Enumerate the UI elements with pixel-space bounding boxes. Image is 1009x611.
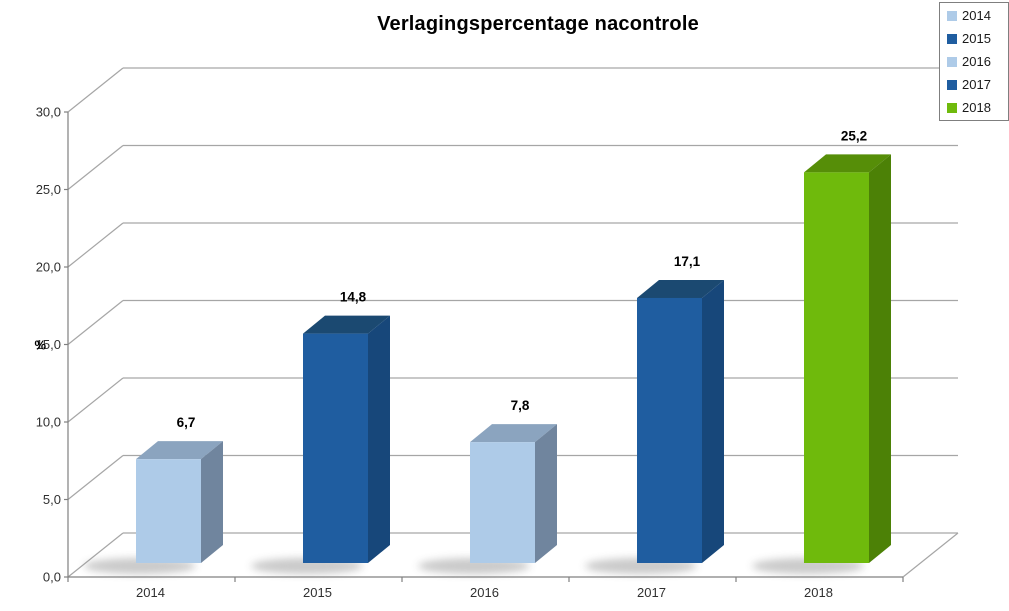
bar-value-label: 14,8 xyxy=(340,290,367,305)
y-tick-label: 0,0 xyxy=(43,570,61,585)
y-tick-label: 5,0 xyxy=(43,492,61,507)
bar-top-face xyxy=(136,441,223,460)
legend-item-2017: 2017 xyxy=(947,78,1003,91)
y-tick-label: 30,0 xyxy=(36,105,61,120)
bar-value-label: 7,8 xyxy=(511,398,530,413)
x-tick-label: 2018 xyxy=(804,585,833,600)
x-tick-label: 2016 xyxy=(470,585,499,600)
bar-front-face xyxy=(637,297,702,563)
legend-item-2018: 2018 xyxy=(947,101,1003,114)
bar-2014 xyxy=(136,441,223,563)
y-tick-label: 10,0 xyxy=(36,415,61,430)
bar-value-label: 17,1 xyxy=(674,254,701,269)
legend-swatch-icon xyxy=(947,102,957,113)
legend-item-2015: 2015 xyxy=(947,32,1003,45)
bar-front-face xyxy=(136,459,201,563)
legend-swatch-icon xyxy=(947,56,957,67)
legend-swatch-icon xyxy=(947,10,957,21)
gridline-depth-segment xyxy=(67,145,124,190)
legend-label: 2017 xyxy=(962,77,991,92)
legend-item-2016: 2016 xyxy=(947,55,1003,68)
legend-swatch-icon xyxy=(947,33,957,44)
legend-label: 2014 xyxy=(962,8,991,23)
gridline-depth-segment xyxy=(67,377,124,423)
bar-top-face xyxy=(637,279,724,298)
bar-value-label: 25,2 xyxy=(841,128,867,143)
bar-top-face xyxy=(303,315,390,334)
gridline-depth-segment xyxy=(67,67,124,113)
bar-2018 xyxy=(804,154,891,563)
y-tick-label: 25,0 xyxy=(36,182,61,197)
bar-front-face xyxy=(470,442,535,563)
legend-label: 2018 xyxy=(962,100,991,115)
bar-front-face xyxy=(303,333,368,563)
bar-2017 xyxy=(637,279,724,563)
bar-top-face xyxy=(470,424,557,443)
bar-side-face xyxy=(368,315,390,563)
floor-right-edge xyxy=(902,532,959,578)
bar-top-face xyxy=(804,154,891,173)
gridline-depth-segment xyxy=(67,532,124,578)
bar-value-label: 6,7 xyxy=(177,415,196,430)
x-tick-label: 2017 xyxy=(637,585,666,600)
bar-2015 xyxy=(303,315,390,563)
x-tick-label: 2014 xyxy=(136,585,165,600)
bar-side-face xyxy=(201,441,223,563)
chart-legend: 2014 2015 2016 2017 2018 xyxy=(939,2,1009,121)
gridline-depth-segment xyxy=(67,222,124,268)
legend-label: 2015 xyxy=(962,31,991,46)
gridline-depth-segment xyxy=(67,300,124,345)
bar-front-face xyxy=(804,172,869,563)
x-tick-label: 2015 xyxy=(303,585,332,600)
y-tick-label: 20,0 xyxy=(36,260,61,275)
bar-2016 xyxy=(470,424,557,563)
bar-side-face xyxy=(535,424,557,563)
y-axis-title: % xyxy=(34,338,46,353)
bar-side-face xyxy=(702,279,724,563)
legend-item-2014: 2014 xyxy=(947,9,1003,22)
gridline-depth-segment xyxy=(67,455,124,500)
chart-title: Verlagingspercentage nacontrole xyxy=(377,13,699,35)
legend-label: 2016 xyxy=(962,54,991,69)
legend-swatch-icon xyxy=(947,79,957,90)
y-tick-label: 15,0 xyxy=(36,337,61,352)
bar-side-face xyxy=(869,154,891,563)
